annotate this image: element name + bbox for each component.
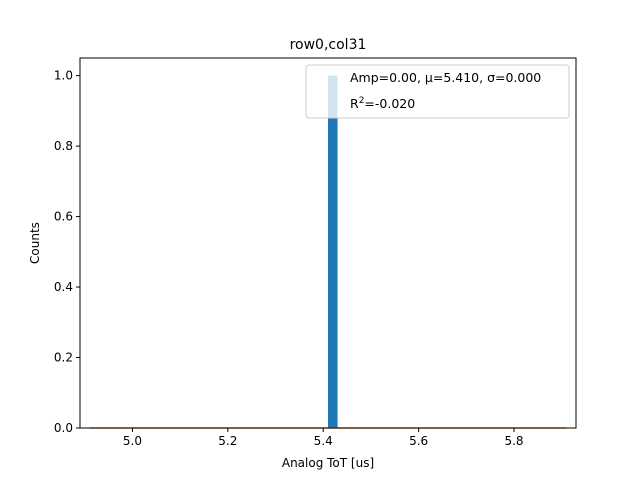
y-tick-label: 0.6 bbox=[54, 210, 73, 224]
legend-box bbox=[305, 64, 570, 119]
x-tick-label: 5.4 bbox=[314, 434, 333, 448]
legend-fit-params: Amp=0.00, μ=5.410, σ=0.000 bbox=[350, 70, 541, 85]
x-axis: 5.0 5.2 5.4 5.6 5.8 bbox=[123, 428, 524, 448]
x-tick-label: 5.2 bbox=[218, 434, 237, 448]
chart-title: row0,col31 bbox=[290, 37, 367, 53]
legend: Amp=0.00, μ=5.410, σ=0.000 R2=-0.020 bbox=[305, 64, 570, 119]
legend-r-value: =-0.020 bbox=[364, 96, 415, 111]
y-tick-label: 0.2 bbox=[54, 351, 73, 365]
y-tick-label: 0.8 bbox=[54, 139, 73, 153]
x-tick-label: 5.0 bbox=[123, 434, 142, 448]
y-tick-label: 0.0 bbox=[54, 421, 73, 435]
y-axis-label: Counts bbox=[28, 222, 42, 264]
y-tick-label: 0.4 bbox=[54, 280, 73, 294]
legend-r-label: R bbox=[350, 96, 359, 111]
plot-frame bbox=[79, 57, 577, 429]
x-tick-label: 5.8 bbox=[504, 434, 523, 448]
y-axis: 0.0 0.2 0.4 0.6 0.8 1.0 bbox=[54, 69, 80, 435]
legend-r-exponent: 2 bbox=[359, 96, 365, 106]
x-axis-label: Analog ToT [us] bbox=[282, 456, 374, 470]
legend-r-squared: R2=-0.020 bbox=[350, 96, 415, 111]
histogram-bar bbox=[328, 75, 338, 428]
x-tick-label: 5.6 bbox=[409, 434, 428, 448]
y-tick-label: 1.0 bbox=[54, 69, 73, 83]
